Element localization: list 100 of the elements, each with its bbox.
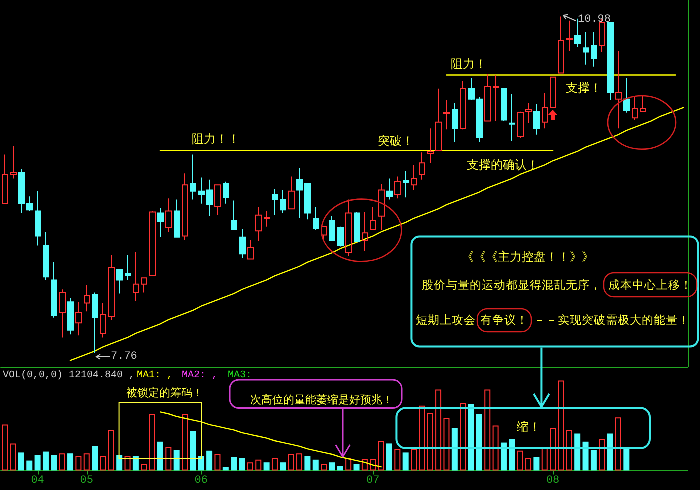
- candlestick: [607, 22, 614, 101]
- candlestick: [84, 284, 90, 312]
- bar: [386, 444, 392, 471]
- annotation: 短期上攻会: [416, 313, 476, 327]
- candlestick: [149, 210, 156, 277]
- bar: [476, 414, 482, 471]
- bar: [51, 455, 58, 471]
- bar: [558, 380, 564, 471]
- candlestick: [517, 111, 524, 139]
- bar: [174, 450, 180, 471]
- annotation: 阻力！！: [192, 132, 240, 146]
- candlestick: [566, 20, 573, 52]
- annotation: 阻力！: [451, 57, 487, 71]
- candlestick: [583, 32, 589, 66]
- candlestick: [157, 208, 164, 238]
- candlestick: [255, 206, 262, 242]
- bar: [247, 462, 254, 471]
- candlestick: [640, 96, 646, 112]
- bar: [149, 414, 156, 471]
- bar: [108, 430, 114, 471]
- annotation: MA1: ,: [137, 370, 174, 382]
- bar: [312, 460, 319, 471]
- bar: [42, 452, 49, 471]
- candlestick: [484, 74, 491, 122]
- candlestick: [411, 164, 417, 191]
- bar: [272, 458, 278, 471]
- annotation: 10.98: [578, 14, 612, 26]
- candlestick: [313, 206, 319, 231]
- candlestick: [51, 262, 57, 318]
- candlestick: [329, 216, 335, 242]
- candlestick: [2, 154, 8, 204]
- bar: [124, 456, 131, 471]
- candlestick: [141, 278, 147, 294]
- bar: [411, 449, 418, 471]
- bar: [2, 424, 8, 471]
- bar: [68, 454, 74, 471]
- candlestick: [223, 181, 229, 204]
- bar: [534, 457, 540, 471]
- bar: [166, 447, 172, 471]
- annotation: MA3:: [228, 370, 252, 382]
- annotation: 12104.840 ,: [69, 370, 136, 382]
- candlestick: [108, 254, 115, 320]
- bar: [337, 466, 344, 471]
- bar: [550, 428, 556, 471]
- bar: [214, 454, 221, 471]
- bar: [354, 464, 360, 471]
- bar: [190, 431, 196, 471]
- bar: [500, 442, 507, 471]
- candlestick: [100, 302, 106, 338]
- bar: [26, 460, 33, 471]
- bar: [59, 454, 66, 471]
- candlestick: [533, 104, 540, 136]
- candlestick: [427, 128, 434, 164]
- bar: [239, 458, 246, 471]
- bar: [231, 457, 238, 471]
- x-tick-label: 05: [80, 475, 94, 488]
- x-tick-label: 07: [366, 475, 380, 488]
- annotation: 股价与量的运动都显得混乱无序，: [422, 278, 602, 292]
- bar: [517, 450, 524, 471]
- annotation: 支撑！: [566, 81, 602, 95]
- bar: [346, 458, 352, 471]
- bar: [18, 452, 24, 471]
- bar: [599, 439, 606, 471]
- bar: [76, 456, 82, 471]
- x-tick-label: 04: [31, 475, 45, 488]
- candlestick: [288, 176, 295, 210]
- annotation: MA2: ,: [182, 370, 218, 382]
- annotation: 成本中心上移！: [608, 278, 692, 292]
- bar: [526, 458, 532, 471]
- bar: [460, 403, 466, 471]
- candlestick: [10, 146, 17, 180]
- candlestick: [542, 92, 548, 130]
- candlestick: [345, 199, 352, 257]
- candlestick: [615, 50, 622, 130]
- candlestick: [354, 212, 360, 242]
- bar: [370, 459, 376, 471]
- annotation: 7.76: [111, 351, 138, 363]
- candlestick: [419, 152, 425, 180]
- bar: [566, 430, 572, 471]
- candlestick: [632, 96, 638, 121]
- bar: [116, 455, 123, 471]
- bar: [468, 404, 474, 471]
- candlestick: [182, 173, 188, 241]
- bar: [492, 426, 499, 471]
- candlestick: [558, 16, 564, 74]
- candlestick: [623, 78, 630, 114]
- candlestick: [272, 188, 278, 216]
- annotation: 有争议！: [480, 313, 528, 327]
- candlestick: [337, 226, 344, 248]
- bar: [264, 462, 270, 471]
- candlestick: [92, 292, 98, 354]
- bar: [329, 462, 336, 471]
- bar: [84, 454, 90, 471]
- candlestick: [362, 212, 368, 252]
- candlestick: [591, 32, 597, 68]
- candlestick: [231, 200, 237, 231]
- bar: [509, 439, 516, 471]
- bar: [100, 456, 106, 471]
- candlestick: [280, 190, 286, 214]
- bar: [10, 444, 16, 471]
